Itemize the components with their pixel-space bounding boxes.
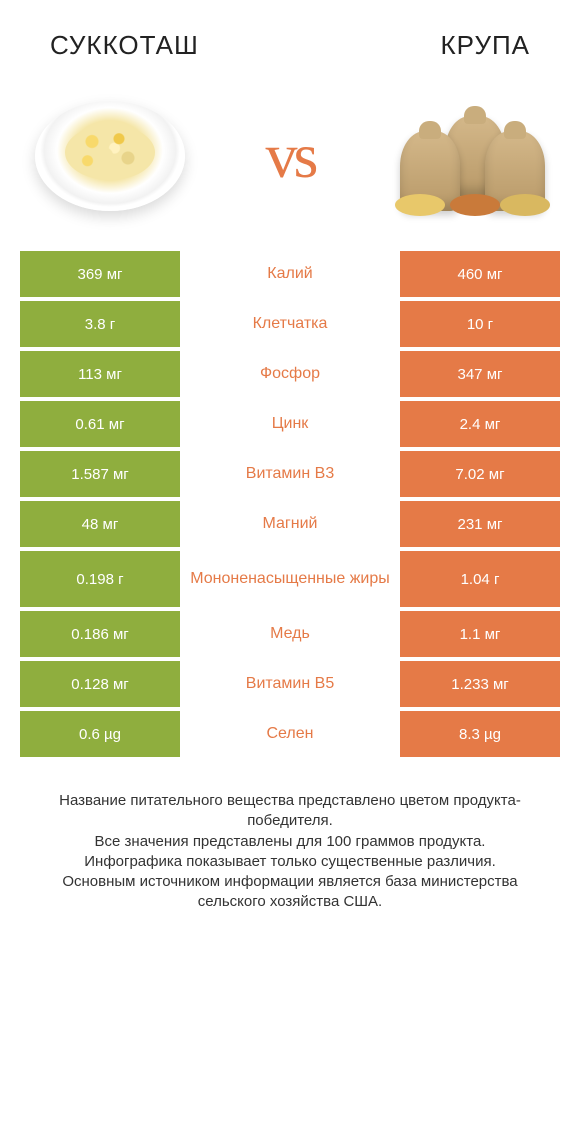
- left-value: 0.186 мг: [20, 611, 180, 657]
- left-value: 0.128 мг: [20, 661, 180, 707]
- right-value: 1.04 г: [400, 551, 560, 607]
- vs-label: vs: [266, 119, 315, 193]
- left-product-title: СУККОТАШ: [50, 30, 199, 61]
- nutrient-label: Мононенасыщенные жиры: [180, 551, 400, 607]
- right-value: 8.3 µg: [400, 711, 560, 757]
- right-value: 1.1 мг: [400, 611, 560, 657]
- right-value: 231 мг: [400, 501, 560, 547]
- left-value: 0.6 µg: [20, 711, 180, 757]
- nutrient-label: Фосфор: [180, 351, 400, 397]
- nutrient-label: Цинк: [180, 401, 400, 447]
- table-row: 3.8 гКлетчатка10 г: [20, 301, 560, 347]
- right-value: 10 г: [400, 301, 560, 347]
- right-value: 347 мг: [400, 351, 560, 397]
- left-value: 113 мг: [20, 351, 180, 397]
- table-row: 0.186 мгМедь1.1 мг: [20, 611, 560, 657]
- image-row: vs: [0, 71, 580, 251]
- grain-sacks-icon: [390, 91, 550, 221]
- nutrient-label: Калий: [180, 251, 400, 297]
- left-value: 0.61 мг: [20, 401, 180, 447]
- footer-line: Все значения представлены для 100 граммо…: [30, 832, 550, 852]
- footer-line: Инфографика показывает только существенн…: [30, 852, 550, 872]
- left-value: 0.198 г: [20, 551, 180, 607]
- table-row: 113 мгФосфор347 мг: [20, 351, 560, 397]
- nutrient-label: Витамин B3: [180, 451, 400, 497]
- nutrient-label: Селен: [180, 711, 400, 757]
- table-row: 0.61 мгЦинк2.4 мг: [20, 401, 560, 447]
- table-row: 0.6 µgСелен8.3 µg: [20, 711, 560, 757]
- footer-line: Основным источником информации является …: [30, 872, 550, 913]
- succotash-plate-icon: [35, 101, 185, 211]
- footer-notes: Название питательного вещества представл…: [0, 761, 580, 913]
- table-row: 48 мгМагний231 мг: [20, 501, 560, 547]
- right-value: 1.233 мг: [400, 661, 560, 707]
- table-row: 1.587 мгВитамин B37.02 мг: [20, 451, 560, 497]
- table-row: 0.198 гМононенасыщенные жиры1.04 г: [20, 551, 560, 607]
- right-value: 460 мг: [400, 251, 560, 297]
- comparison-table: 369 мгКалий460 мг3.8 гКлетчатка10 г113 м…: [0, 251, 580, 757]
- table-row: 369 мгКалий460 мг: [20, 251, 560, 297]
- header: СУККОТАШ КРУПА: [0, 0, 580, 71]
- nutrient-label: Клетчатка: [180, 301, 400, 347]
- table-row: 0.128 мгВитамин B51.233 мг: [20, 661, 560, 707]
- right-product-title: КРУПА: [441, 30, 530, 61]
- right-product-image: [390, 91, 550, 221]
- footer-line: Название питательного вещества представл…: [30, 791, 550, 832]
- left-value: 3.8 г: [20, 301, 180, 347]
- left-value: 1.587 мг: [20, 451, 180, 497]
- left-product-image: [30, 91, 190, 221]
- nutrient-label: Витамин B5: [180, 661, 400, 707]
- right-value: 7.02 мг: [400, 451, 560, 497]
- nutrient-label: Магний: [180, 501, 400, 547]
- right-value: 2.4 мг: [400, 401, 560, 447]
- left-value: 48 мг: [20, 501, 180, 547]
- nutrient-label: Медь: [180, 611, 400, 657]
- left-value: 369 мг: [20, 251, 180, 297]
